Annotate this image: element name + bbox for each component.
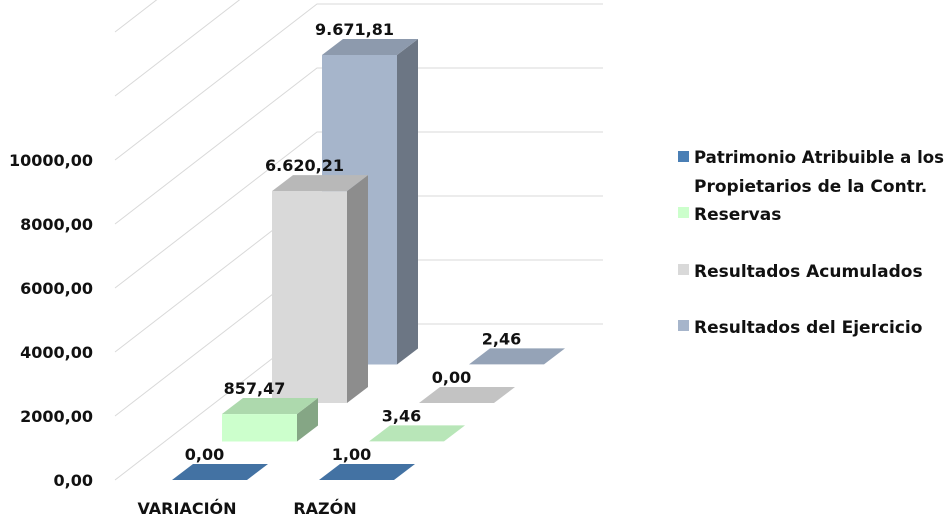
gridline [114, 67, 603, 225]
data-label: 6.620,21 [265, 156, 344, 175]
bars [172, 39, 565, 480]
y-tick-label: 8000,00 [20, 215, 93, 234]
bar-top [369, 425, 465, 442]
y-tick-label: 0,00 [54, 471, 93, 490]
data-labels: 9.671,81 2,46 6.620,21 0,00 857,47 3,46 0,00 1,… [185, 20, 521, 464]
bar-top [469, 348, 565, 365]
data-label: 0,00 [185, 445, 224, 464]
data-label: 3,46 [382, 406, 421, 425]
bar-top [322, 39, 418, 56]
bar-side [397, 39, 418, 365]
gridline [114, 131, 603, 289]
y-tick-label: 10000,00 [9, 151, 93, 170]
legend-label: Resultados del Ejercicio [694, 318, 922, 338]
bar-top [272, 175, 368, 192]
category-label: RAZÓN [293, 499, 356, 518]
y-tick-label: 6000,00 [20, 279, 93, 298]
y-tick-label: 2000,00 [20, 407, 93, 426]
legend-swatch [678, 207, 689, 218]
bar-top [319, 463, 415, 480]
y-tick-label: 4000,00 [20, 343, 93, 362]
bar-front [222, 414, 297, 442]
bar-top [419, 387, 515, 403]
legend-label: Resultados Acumulados [694, 262, 923, 282]
bar-front [272, 191, 347, 403]
data-label: 1,00 [332, 445, 371, 464]
bar-top [172, 464, 268, 480]
category-label: VARIACIÓN [137, 499, 236, 518]
legend-swatch [678, 264, 689, 275]
data-label: 2,46 [482, 329, 521, 348]
bar-side [297, 398, 318, 442]
legend-swatch [678, 320, 689, 331]
y-axis-ticks: 0,00 2000,00 4000,00 6000,00 8000,00 10000,00 [9, 151, 93, 490]
gridline [114, 0, 241, 97]
legend-label: Patrimonio Atribuible a los [694, 148, 944, 168]
data-label: 0,00 [432, 368, 471, 387]
gridline [114, 3, 603, 161]
data-label: 857,47 [224, 379, 286, 398]
category-axis: VARIACIÓN RAZÓN [137, 499, 356, 518]
bar-side [347, 175, 368, 403]
legend-label: Reservas [694, 205, 781, 225]
data-label: 9.671,81 [315, 20, 394, 39]
bar-top [222, 398, 318, 415]
legend-swatch [678, 151, 689, 162]
legend: Patrimonio Atribuible a los Propietarios … [678, 148, 944, 338]
legend-label: Propietarios de la Contr. [694, 177, 927, 197]
